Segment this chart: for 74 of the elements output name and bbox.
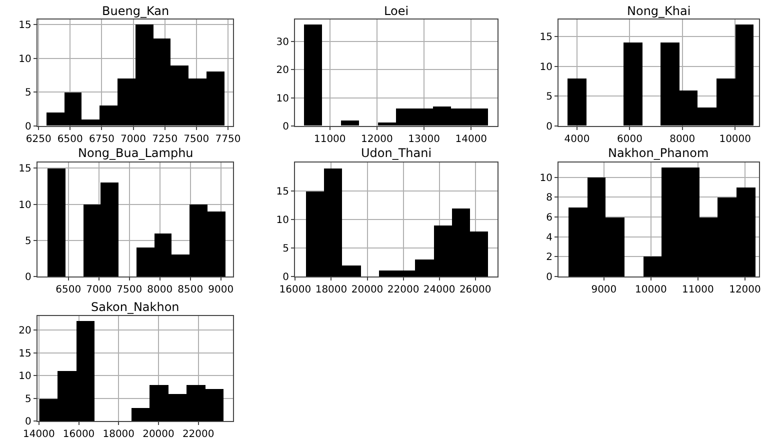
y-tick-label: 0 (546, 121, 553, 132)
x-tick-label: 13000 (408, 134, 440, 145)
x-tick-label: 7000 (86, 284, 112, 296)
x-tick-label: 22000 (387, 284, 420, 296)
y-tick-label: 10 (276, 93, 290, 104)
x-tick-label: 16000 (62, 429, 95, 440)
y-tick-label: 15 (540, 32, 553, 44)
y-tick-label: 10 (18, 371, 32, 382)
y-tick-label: 5 (24, 394, 32, 405)
x-tick-label: 16000 (279, 284, 312, 296)
y-tick-label: 5 (24, 88, 32, 99)
x-tick-label: 6750 (88, 134, 114, 145)
x-tick-label: 10000 (635, 284, 667, 296)
y-tick-label: 8 (546, 192, 553, 204)
x-tick-label: 12000 (729, 284, 761, 296)
x-tick-label: 8000 (670, 134, 696, 145)
y-tick-label: 15 (18, 348, 32, 360)
chart-title: Nakhon_Phanom (608, 146, 709, 160)
x-tick-label: 4000 (564, 134, 590, 145)
y-tick-label: 2 (546, 252, 553, 264)
x-tick-label: 11000 (682, 284, 714, 296)
chart-title: Loei (384, 4, 409, 18)
x-tick-label: 22000 (182, 429, 214, 440)
x-tick-label: 10000 (719, 134, 752, 145)
y-tick-label: 10 (540, 62, 553, 73)
x-tick-label: 12000 (361, 134, 393, 145)
x-tick-label: 6250 (26, 134, 52, 145)
chart-title: Nong_Khai (627, 4, 691, 18)
x-tick-label: 6500 (57, 134, 83, 145)
y-tick-label: 6 (546, 212, 553, 224)
x-tick-label: 8000 (147, 284, 173, 296)
x-tick-label: 14000 (455, 134, 488, 145)
y-tick-label: 10 (18, 54, 32, 65)
y-tick-label: 0 (24, 416, 32, 428)
x-tick-label: 8500 (178, 284, 204, 296)
x-tick-label: 9000 (208, 284, 234, 296)
x-tick-label: 14000 (23, 429, 55, 440)
x-tick-label: 20000 (351, 284, 384, 296)
y-tick-label: 0 (282, 121, 290, 132)
y-tick-label: 20 (18, 326, 32, 337)
chart-title: Udon_Thani (361, 146, 432, 160)
x-tick-label: 26000 (459, 284, 492, 296)
x-tick-label: 20000 (142, 429, 174, 440)
x-tick-label: 6000 (616, 134, 642, 145)
x-tick-label: 24000 (423, 284, 456, 296)
y-tick-label: 0 (282, 272, 290, 284)
y-tick-label: 10 (276, 214, 290, 226)
y-tick-label: 15 (18, 20, 32, 32)
x-tick-label: 7000 (120, 134, 146, 145)
chart-title: Nong_Bua_Lamphu (78, 146, 194, 160)
y-tick-label: 5 (546, 92, 553, 103)
y-tick-label: 10 (540, 172, 553, 184)
y-tick-label: 0 (24, 121, 32, 132)
x-tick-label: 7250 (152, 134, 178, 145)
y-tick-label: 20 (276, 65, 290, 76)
y-tick-label: 15 (18, 164, 32, 175)
chart-title: Bueng_Kan (102, 4, 170, 18)
y-tick-label: 5 (24, 236, 32, 247)
x-tick-label: 7500 (184, 134, 210, 145)
x-tick-label: 11000 (314, 134, 346, 145)
y-tick-label: 30 (276, 37, 290, 48)
chart-title: Sakon_Nakhon (91, 300, 180, 314)
x-tick-label: 7500 (116, 284, 142, 296)
x-tick-label: 18000 (102, 429, 135, 440)
y-tick-label: 0 (24, 272, 32, 284)
y-tick-label: 0 (546, 272, 553, 284)
x-tick-label: 7750 (215, 134, 241, 145)
y-tick-label: 10 (18, 200, 32, 211)
y-tick-label: 5 (282, 244, 290, 255)
y-tick-label: 15 (276, 186, 290, 198)
y-tick-label: 4 (546, 232, 553, 244)
x-tick-label: 9000 (591, 284, 617, 296)
x-tick-label: 6500 (56, 284, 82, 296)
x-tick-label: 18000 (315, 284, 348, 296)
